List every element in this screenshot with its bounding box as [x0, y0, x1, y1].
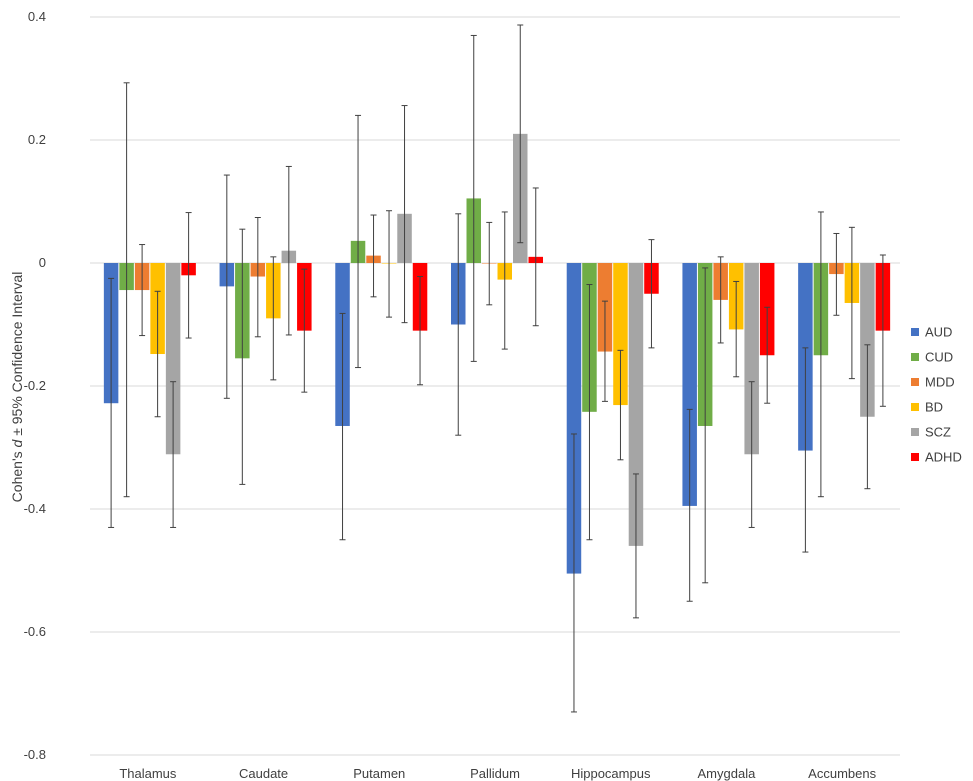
x-category-label: Accumbens	[808, 766, 876, 781]
x-category-labels: Thalamus Caudate Putamen Pallidum Hippocampu…	[119, 766, 876, 781]
y-tick-label: -0.8	[24, 747, 46, 762]
legend-swatch-mdd	[911, 378, 919, 386]
bar-bd-hippocampus	[613, 263, 628, 406]
legend-label-adhd: ADHD	[925, 450, 962, 465]
legend-swatch-bd	[911, 403, 919, 411]
bar-scz-accumbens	[860, 263, 875, 417]
y-tick-label: -0.6	[24, 624, 46, 639]
y-tick-label: -0.4	[24, 501, 46, 516]
legend-swatch-cud	[911, 353, 919, 361]
y-tick-label: 0.4	[28, 9, 46, 24]
x-category-label: Thalamus	[119, 766, 177, 781]
x-category-label: Hippocampus	[571, 766, 651, 781]
legend-swatch-adhd	[911, 453, 919, 461]
legend-label-bd: BD	[925, 400, 943, 415]
gridlines	[90, 16, 900, 756]
x-category-label: Putamen	[353, 766, 405, 781]
y-tick-label: 0.2	[28, 132, 46, 147]
bar-aud-amygdala	[682, 263, 697, 506]
bar-scz-thalamus	[165, 263, 181, 455]
legend-swatch-aud	[911, 328, 919, 336]
legend-label-mdd: MDD	[925, 375, 955, 390]
legend-label-aud: AUD	[925, 325, 952, 340]
x-category-label: Amygdala	[698, 766, 757, 781]
x-category-label: Pallidum	[470, 766, 520, 781]
legend-label-scz: SCZ	[925, 425, 951, 440]
y-axis-title: Cohen's d ± 95% Confidence Interval	[9, 272, 25, 503]
legend: AUD CUD MDD BD SCZ ADHD	[911, 325, 962, 465]
bar-scz-amygdala	[744, 263, 759, 455]
y-tick-label: 0	[39, 255, 46, 270]
y-tick-label: -0.2	[24, 378, 46, 393]
x-category-label: Caudate	[239, 766, 288, 781]
bar-aud-hippocampus	[566, 263, 582, 574]
bars	[103, 133, 891, 574]
y-tick-labels: 0.4 0.2 0 -0.2 -0.4 -0.6 -0.8	[24, 9, 46, 762]
legend-label-cud: CUD	[925, 350, 953, 365]
error-bars	[108, 24, 886, 713]
bar-scz-hippocampus	[628, 263, 644, 546]
legend-swatch-scz	[911, 428, 919, 436]
